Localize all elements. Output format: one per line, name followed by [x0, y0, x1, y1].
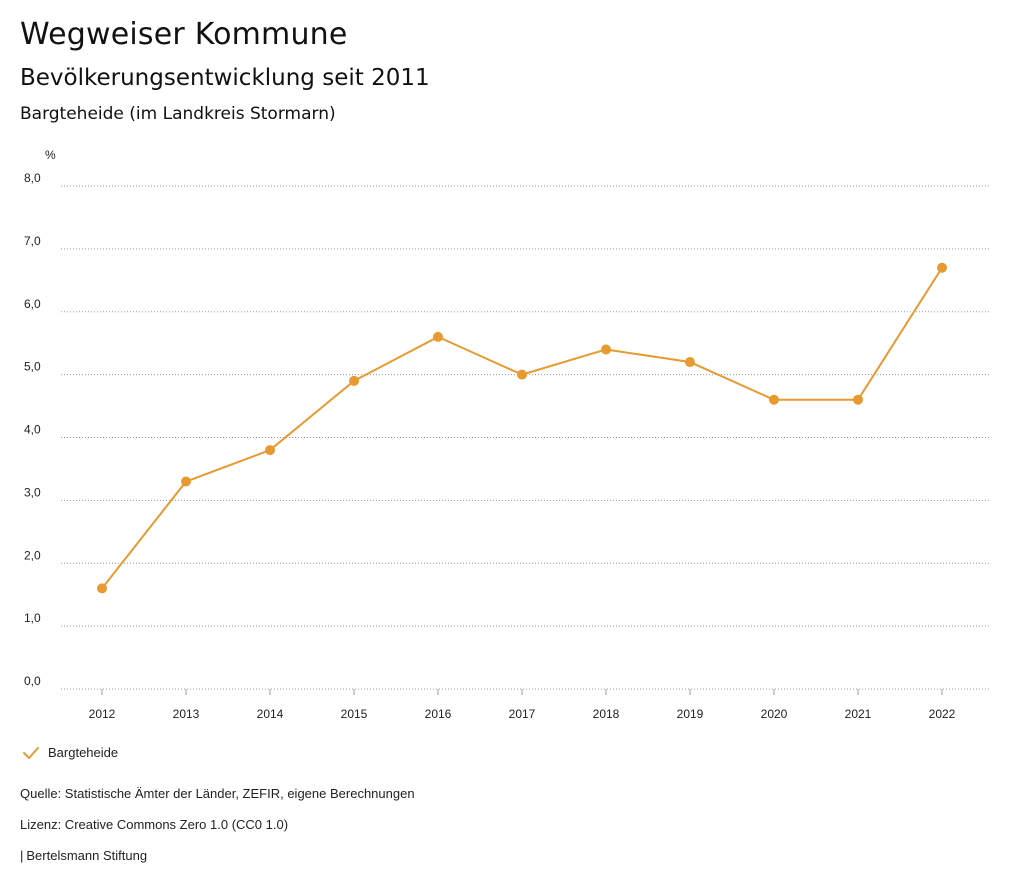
series-bargteheide[interactable]	[97, 262, 947, 594]
y-tick-label: 8,0	[24, 171, 41, 185]
y-tick-label: 3,0	[24, 485, 41, 499]
x-tick-label: 2014	[257, 707, 284, 721]
organization-name: Bertelsmann Stiftung	[26, 848, 148, 863]
legend[interactable]: Bargteheide	[22, 745, 118, 760]
data-point[interactable]	[769, 394, 779, 405]
x-tick-label: 2012	[89, 707, 116, 721]
gridlines	[61, 185, 991, 690]
separator: |	[20, 848, 24, 863]
x-tick-label: 2017	[509, 707, 536, 721]
data-point[interactable]	[97, 583, 107, 594]
source-note: Quelle: Statistische Ämter der Länder, Z…	[20, 786, 415, 801]
x-tick-label: 2016	[425, 707, 452, 721]
x-tick-label: 2019	[677, 707, 704, 721]
data-point[interactable]	[517, 369, 527, 380]
y-axis-unit-label: %	[45, 148, 56, 162]
organization-note: | Bertelsmann Stiftung	[20, 848, 147, 863]
y-tick-label: 5,0	[24, 360, 41, 374]
data-point[interactable]	[685, 357, 695, 368]
y-axis: % 0,0 1,0 2,0 3,0 4,0 5,0 6,0 7,0 8,0	[24, 148, 56, 688]
chart-subtitle: Bevölkerungsentwicklung seit 2011	[20, 65, 430, 91]
license-note: Lizenz: Creative Commons Zero 1.0 (CC0 1…	[20, 817, 289, 832]
y-tick-label: 4,0	[24, 423, 41, 437]
x-tick-label: 2015	[341, 707, 368, 721]
data-point[interactable]	[181, 476, 191, 487]
y-tick-label: 0,0	[24, 674, 41, 688]
x-tick-label: 2022	[929, 707, 956, 721]
x-tick-label: 2018	[593, 707, 620, 721]
chart-place: Bargteheide (im Landkreis Stormarn)	[20, 104, 336, 124]
data-point[interactable]	[853, 394, 863, 405]
y-tick-label: 2,0	[24, 548, 41, 562]
y-tick-label: 6,0	[24, 297, 41, 311]
x-tick-label: 2021	[845, 707, 872, 721]
x-axis: 2012 2013 2014 2015 2016 2017 2018 2019 2020 2021…	[89, 689, 956, 721]
check-icon	[23, 746, 39, 759]
data-point[interactable]	[937, 262, 947, 273]
y-tick-label: 7,0	[24, 234, 41, 248]
data-point[interactable]	[265, 445, 275, 456]
data-point[interactable]	[433, 331, 443, 342]
chart-title: Wegweiser Kommune	[20, 17, 348, 52]
x-tick-label: 2020	[761, 707, 788, 721]
y-tick-label: 1,0	[24, 611, 41, 625]
series-line	[101, 267, 943, 590]
x-tick-label: 2013	[173, 707, 200, 721]
legend-label: Bargteheide	[48, 745, 119, 760]
data-point[interactable]	[349, 375, 359, 386]
data-point[interactable]	[601, 344, 611, 355]
